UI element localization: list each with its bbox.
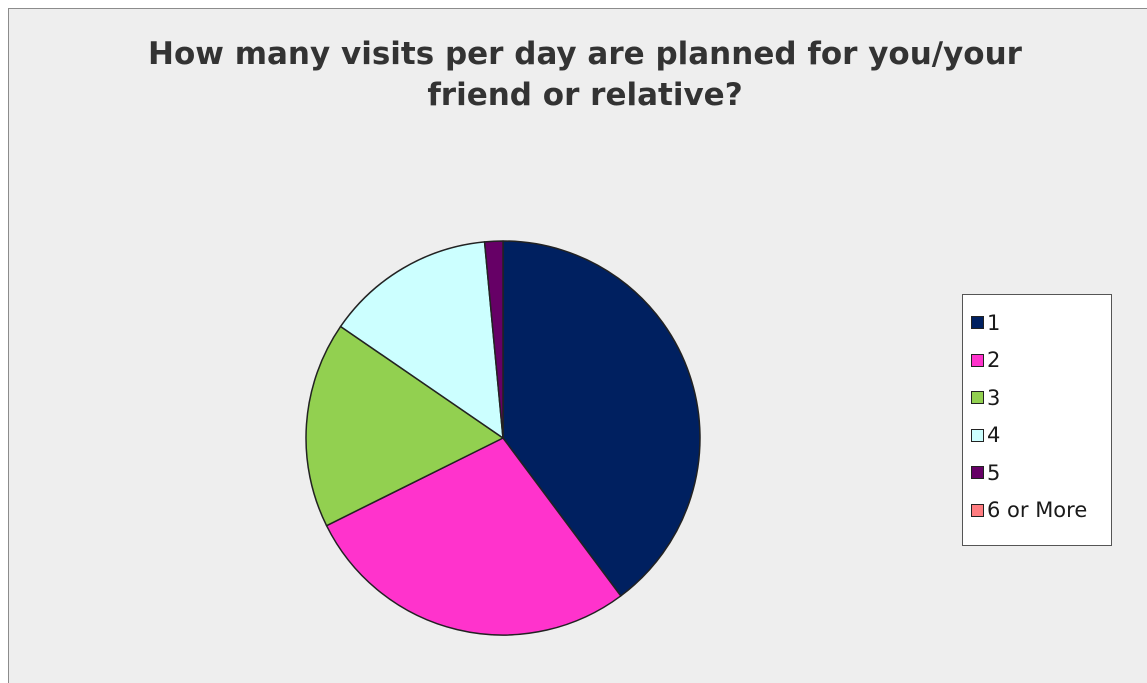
pie-slice-1 [502, 240, 701, 597]
legend-label: 1 [987, 310, 1001, 335]
pie-slice-3 [305, 325, 504, 527]
pie-slice-2 [325, 437, 622, 636]
legend-swatch [971, 391, 984, 405]
legend-label: 3 [987, 385, 1001, 410]
legend-item: 1 [963, 304, 1111, 342]
legend-label: 5 [987, 460, 1001, 485]
legend-item: 4 [963, 417, 1111, 455]
legend-item: 5 [963, 454, 1111, 492]
legend-swatch [971, 316, 984, 330]
legend-item: 2 [963, 342, 1111, 380]
chart-title-line-2: friend or relative? [427, 77, 743, 113]
legend-swatch [971, 353, 984, 367]
legend-swatch [971, 428, 984, 442]
pie-slice-5 [483, 240, 504, 439]
pie-slice-4 [339, 241, 504, 439]
legend-swatch [971, 466, 984, 480]
legend-label: 4 [987, 423, 1001, 448]
chart-legend: 1 2 3 4 5 6 or More [962, 294, 1112, 546]
chart-title: How many visits per day are planned for … [0, 34, 1147, 116]
legend-label: 2 [987, 348, 1001, 373]
chart-title-line-1: How many visits per day are planned for … [148, 36, 1022, 72]
legend-label: 6 or More [987, 498, 1088, 523]
legend-item: 3 [963, 379, 1111, 417]
legend-swatch [971, 503, 984, 517]
legend-item: 6 or More [963, 492, 1111, 530]
